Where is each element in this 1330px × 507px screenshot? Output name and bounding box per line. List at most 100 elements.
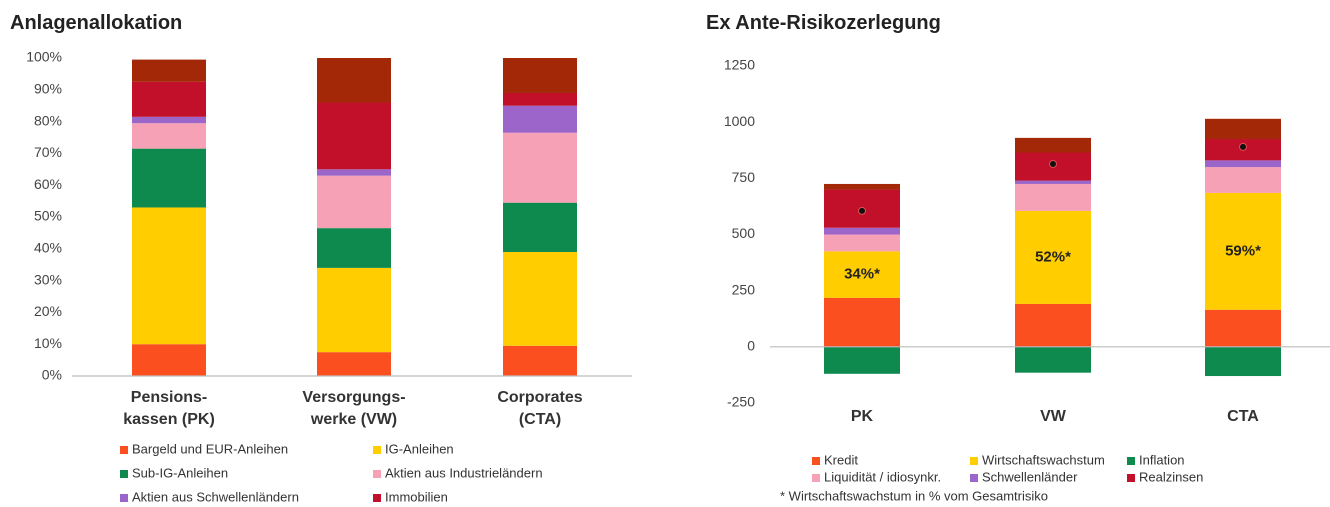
bar-segment bbox=[503, 58, 577, 93]
bar-segment bbox=[132, 207, 206, 345]
y-tick-label: 0% bbox=[42, 367, 62, 383]
y-tick-label: 500 bbox=[732, 225, 756, 241]
bar-segment bbox=[824, 297, 900, 347]
bar-segment bbox=[503, 251, 577, 346]
y-tick-label: 80% bbox=[34, 112, 62, 128]
legend-label: Wirtschaftswachstum bbox=[982, 452, 1105, 467]
bar-segment bbox=[132, 344, 206, 376]
y-tick-label: 1250 bbox=[724, 57, 755, 73]
y-tick-label: 40% bbox=[34, 240, 62, 256]
bar-segment bbox=[132, 123, 206, 149]
bar-segment bbox=[824, 183, 900, 190]
y-tick-label: 20% bbox=[34, 303, 62, 319]
data-label: 34%* bbox=[844, 266, 880, 283]
x-tick-label: Pensions- bbox=[131, 389, 207, 406]
legend-label: Sub-IG-Anleihen bbox=[132, 465, 228, 480]
data-label: 52%* bbox=[1035, 248, 1071, 265]
bar-segment bbox=[1015, 346, 1091, 373]
bar-segment bbox=[132, 81, 206, 117]
y-tick-label: -250 bbox=[727, 394, 755, 410]
bar-segment bbox=[1205, 192, 1281, 310]
bar-segment bbox=[503, 132, 577, 203]
y-tick-label: 750 bbox=[732, 169, 756, 185]
bar-segment bbox=[317, 102, 391, 170]
legend-swatch bbox=[373, 470, 381, 478]
data-label: 59%* bbox=[1225, 242, 1261, 259]
marker bbox=[1239, 142, 1247, 151]
legend-swatch bbox=[812, 474, 820, 482]
bar-segment bbox=[317, 228, 391, 268]
bar-segment bbox=[132, 148, 206, 208]
legend-label: Realzinsen bbox=[1139, 469, 1203, 484]
bar-segment bbox=[503, 345, 577, 376]
bar-segment bbox=[1015, 303, 1091, 347]
y-tick-label: 70% bbox=[34, 144, 62, 160]
legend-label: Aktien aus Industrieländern bbox=[385, 465, 543, 480]
bar-segment bbox=[1015, 137, 1091, 153]
bar-segment bbox=[317, 169, 391, 176]
legend-swatch bbox=[970, 457, 978, 465]
legend-label: Inflation bbox=[1139, 452, 1185, 467]
y-tick-label: 50% bbox=[34, 208, 62, 224]
legend-swatch bbox=[970, 474, 978, 482]
bar-segment bbox=[132, 59, 206, 82]
x-tick-label: Corporates bbox=[497, 389, 582, 406]
bar-segment bbox=[503, 105, 577, 133]
y-tick-label: 60% bbox=[34, 176, 62, 192]
legend-swatch bbox=[373, 494, 381, 502]
x-tick-label: (CTA) bbox=[519, 411, 561, 428]
bar-segment bbox=[1205, 118, 1281, 140]
bar-segment bbox=[1205, 309, 1281, 347]
legend-label: IG-Anleihen bbox=[385, 441, 454, 456]
bar-segment bbox=[824, 227, 900, 235]
marker bbox=[858, 206, 866, 215]
bar-segment bbox=[1205, 160, 1281, 168]
bar-segment bbox=[1015, 210, 1091, 304]
legend-swatch bbox=[120, 446, 128, 454]
y-tick-label: 100% bbox=[26, 49, 62, 65]
bar-segment bbox=[503, 202, 577, 252]
y-tick-label: 250 bbox=[732, 281, 756, 297]
bar-segment bbox=[1015, 183, 1091, 211]
bar-segment bbox=[317, 175, 391, 229]
legend-label: Liquidität / idiosynkr. bbox=[824, 469, 941, 484]
legend-swatch bbox=[1127, 474, 1135, 482]
x-tick-label: Versorgungs- bbox=[302, 389, 405, 406]
legend-swatch bbox=[1127, 457, 1135, 465]
legend-label: Kredit bbox=[824, 452, 858, 467]
x-tick-label: werke (VW) bbox=[310, 411, 397, 428]
y-tick-label: 0 bbox=[747, 338, 755, 354]
legend-swatch bbox=[120, 470, 128, 478]
bar-segment bbox=[824, 251, 900, 298]
bar-segment bbox=[1015, 180, 1091, 184]
x-tick-label: VW bbox=[1040, 408, 1067, 425]
chart-title: Ex Ante-Risikozerlegung bbox=[706, 12, 941, 34]
y-tick-label: 1000 bbox=[724, 113, 755, 129]
marker bbox=[1049, 159, 1057, 168]
bar-segment bbox=[1205, 167, 1281, 193]
bar-segment bbox=[317, 352, 391, 376]
legend-swatch bbox=[373, 446, 381, 454]
legend-swatch bbox=[120, 494, 128, 502]
chart-title: Anlagenallokation bbox=[10, 12, 182, 34]
legend-swatch bbox=[812, 457, 820, 465]
footnote: * Wirtschaftswachstum in % vom Gesamtris… bbox=[780, 488, 1048, 503]
y-tick-label: 10% bbox=[34, 335, 62, 351]
x-tick-label: CTA bbox=[1227, 408, 1259, 425]
bar-segment bbox=[503, 92, 577, 106]
bar-segment bbox=[317, 267, 391, 353]
y-tick-label: 90% bbox=[34, 81, 62, 97]
legend-label: Aktien aus Schwellenländern bbox=[132, 489, 299, 504]
legend-label: Immobilien bbox=[385, 489, 448, 504]
legend-label: Bargeld und EUR-Anleihen bbox=[132, 441, 288, 456]
legend-label: Schwellenländer bbox=[982, 469, 1078, 484]
bar-segment bbox=[824, 234, 900, 252]
bar-segment bbox=[824, 346, 900, 374]
bar-segment bbox=[1205, 346, 1281, 377]
bar-segment bbox=[317, 58, 391, 103]
y-tick-label: 30% bbox=[34, 271, 62, 287]
x-tick-label: PK bbox=[851, 408, 874, 425]
x-tick-label: kassen (PK) bbox=[123, 411, 215, 428]
bar-segment bbox=[132, 116, 206, 124]
